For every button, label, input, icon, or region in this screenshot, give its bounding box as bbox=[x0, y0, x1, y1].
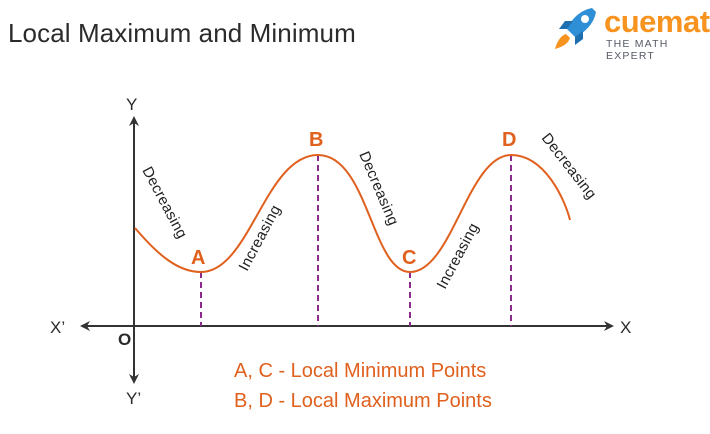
legend-maximum: B, D - Local Maximum Points bbox=[234, 390, 554, 413]
y-neg-axis-label: Y’ bbox=[126, 389, 141, 408]
trend-label-5: Decreasing bbox=[538, 130, 600, 203]
trend-label-3: Decreasing bbox=[355, 149, 401, 228]
point-b-label: B bbox=[309, 129, 323, 151]
point-a-label: A bbox=[191, 247, 205, 269]
legend-minimum: A, C - Local Minimum Points bbox=[234, 360, 554, 383]
x-axis-label: X bbox=[620, 318, 631, 337]
point-d-label: D bbox=[502, 129, 516, 151]
point-c-label: C bbox=[402, 247, 416, 269]
y-axis-label: Y bbox=[126, 95, 137, 114]
x-neg-axis-label: X’ bbox=[50, 318, 65, 337]
origin-label: O bbox=[118, 330, 131, 349]
trend-label-4: Increasing bbox=[434, 220, 483, 292]
trend-label-1: Decreasing bbox=[138, 164, 190, 242]
